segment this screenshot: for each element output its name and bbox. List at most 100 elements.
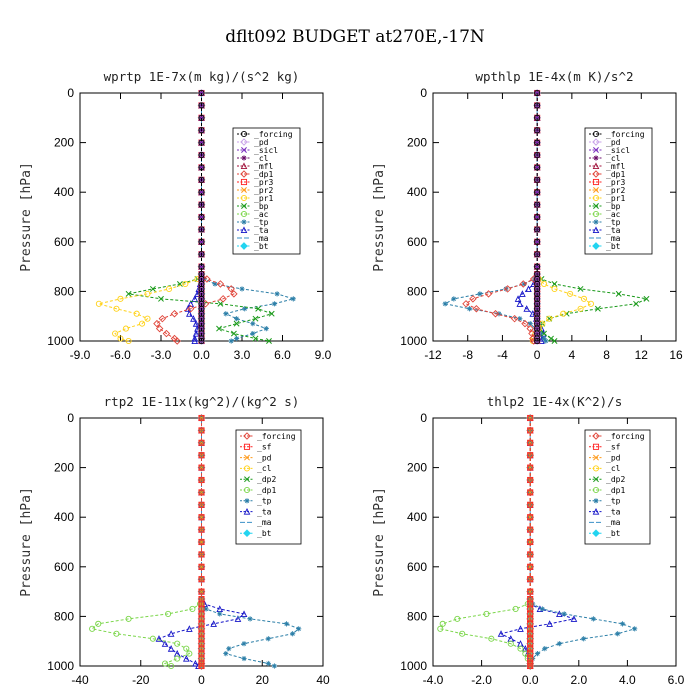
- data-point-forcing: [526, 463, 534, 472]
- legend-label: _ma: [606, 234, 621, 243]
- data-point-tp: [542, 646, 548, 652]
- data-point-dp1: [125, 615, 132, 622]
- data-point-tp: [234, 316, 240, 322]
- y-axis-label: Pressure [hPa]: [372, 487, 387, 597]
- data-point-forcing: [197, 439, 206, 447]
- data-point-pr1: [112, 330, 119, 337]
- data-point-tp: [539, 606, 545, 612]
- data-point-pr1: [139, 320, 146, 327]
- data-point-forcing: [526, 575, 534, 583]
- data-point-forcing: [197, 644, 206, 653]
- legend-label: _ta: [254, 226, 269, 235]
- legend-label: _cl: [606, 154, 621, 163]
- y-tick-label: 200: [407, 136, 427, 150]
- data-point-pr1: [580, 295, 588, 302]
- data-point-bp: [594, 305, 601, 312]
- data-point-ta: [155, 635, 163, 642]
- data-point-tp: [228, 338, 234, 344]
- data-point-forcing: [198, 164, 205, 171]
- legend-marker: [240, 242, 248, 250]
- data-point-forcing: [526, 615, 534, 623]
- data-point-forcing: [197, 587, 206, 596]
- data-point-forcing: [526, 587, 534, 596]
- legend-marker: [241, 187, 247, 193]
- legend-marker: [592, 486, 600, 494]
- data-point-pr1: [166, 285, 173, 292]
- legend-label: _bt: [606, 242, 621, 251]
- legend-label: _ta: [606, 226, 621, 235]
- legend-label: _pr1: [606, 194, 625, 203]
- data-point-dp1: [183, 645, 190, 652]
- plot-frame: [432, 417, 677, 667]
- y-tick-label: 200: [54, 136, 74, 150]
- data-point-bp: [217, 300, 224, 307]
- data-point-forcing: [534, 238, 541, 245]
- legend-label: _pd: [254, 138, 269, 147]
- data-point-forcing: [526, 439, 534, 447]
- data-point-dp1: [165, 610, 172, 617]
- x-tick-label: 4.0: [619, 673, 636, 687]
- legend-marker: [592, 170, 600, 178]
- x-tick-label: -2.0: [471, 673, 492, 687]
- chart-title: wpthlp 1E-4x(m K)/s^2: [475, 69, 633, 84]
- legend-label: _bt: [606, 529, 621, 538]
- chart-title: thlp2 1E-4x(K^2)/s: [487, 394, 622, 409]
- legend-label: _ta: [606, 507, 621, 516]
- legend-marker: [243, 486, 251, 494]
- data-point-dp1: [89, 625, 96, 632]
- data-point-ta: [210, 620, 217, 627]
- chart-panels: wprtp 1E-7x(m kg)/(s^2 kg) Pressure [hPa]…: [19, 69, 685, 687]
- data-point-pr1: [125, 337, 132, 345]
- figure-title: dflt092 BUDGET at270E,-17N: [225, 27, 485, 47]
- data-point-tp: [615, 631, 621, 637]
- legend-marker: [241, 203, 247, 209]
- legend-label: _dp2: [606, 475, 625, 484]
- data-point-dp1: [488, 635, 495, 642]
- data-point-dp1: [483, 610, 490, 617]
- data-point-bp: [230, 330, 237, 337]
- legend-label: _tp: [254, 218, 269, 227]
- series-line-dp1: [91, 418, 202, 667]
- legend-marker: [593, 203, 599, 209]
- data-point-bp: [551, 281, 558, 287]
- data-point-forcing: [198, 176, 205, 183]
- legend-marker: [592, 178, 600, 186]
- data-point-pr1: [587, 300, 595, 307]
- data-point-dp1: [186, 650, 193, 657]
- data-point-tp: [226, 646, 232, 652]
- data-point-bp: [268, 310, 275, 317]
- data-point-ta: [186, 310, 193, 317]
- data-point-forcing: [526, 662, 534, 670]
- data-point-forcing: [197, 488, 206, 497]
- data-point-forcing: [526, 654, 534, 663]
- data-point-forcing: [534, 263, 541, 270]
- data-point-tp: [271, 663, 277, 669]
- data-point-dp1: [216, 280, 225, 288]
- data-point-dp1: [189, 605, 196, 613]
- legend: _forcing_pd_sicl_cl_mfl_dp1_pr3_pr2_pr1_…: [232, 127, 301, 255]
- legend-marker: [593, 454, 599, 461]
- legend-label: _dp1: [606, 170, 625, 179]
- data-point-forcing: [197, 525, 206, 534]
- y-tick-label: 600: [54, 235, 74, 249]
- data-point-forcing: [198, 89, 205, 97]
- data-point-bp: [233, 320, 240, 327]
- data-point-forcing: [534, 139, 541, 146]
- legend-marker: [241, 155, 247, 161]
- data-point-tp: [477, 291, 483, 297]
- data-point-tp: [290, 631, 296, 637]
- legend-marker: [240, 162, 248, 170]
- legend-label: _forcing: [606, 130, 645, 139]
- legend-marker: [593, 155, 599, 161]
- legend-marker: [244, 476, 250, 483]
- y-axis-label: Pressure [hPa]: [19, 162, 34, 272]
- series-line-pr1: [532, 93, 592, 342]
- data-point-ta: [192, 320, 200, 327]
- data-point-forcing: [526, 634, 534, 643]
- data-point-forcing: [526, 639, 534, 648]
- chart-panel-2: wpthlp 1E-4x(m K)/s^2 Pressure [hPa] -12 -8…: [372, 69, 683, 362]
- data-point-tp: [451, 296, 457, 302]
- data-point-forcing: [534, 176, 541, 183]
- legend: _forcing_pd_sicl_cl_mfl_dp1_pr3_pr2_pr1_…: [584, 127, 653, 255]
- data-point-dp1: [469, 295, 477, 303]
